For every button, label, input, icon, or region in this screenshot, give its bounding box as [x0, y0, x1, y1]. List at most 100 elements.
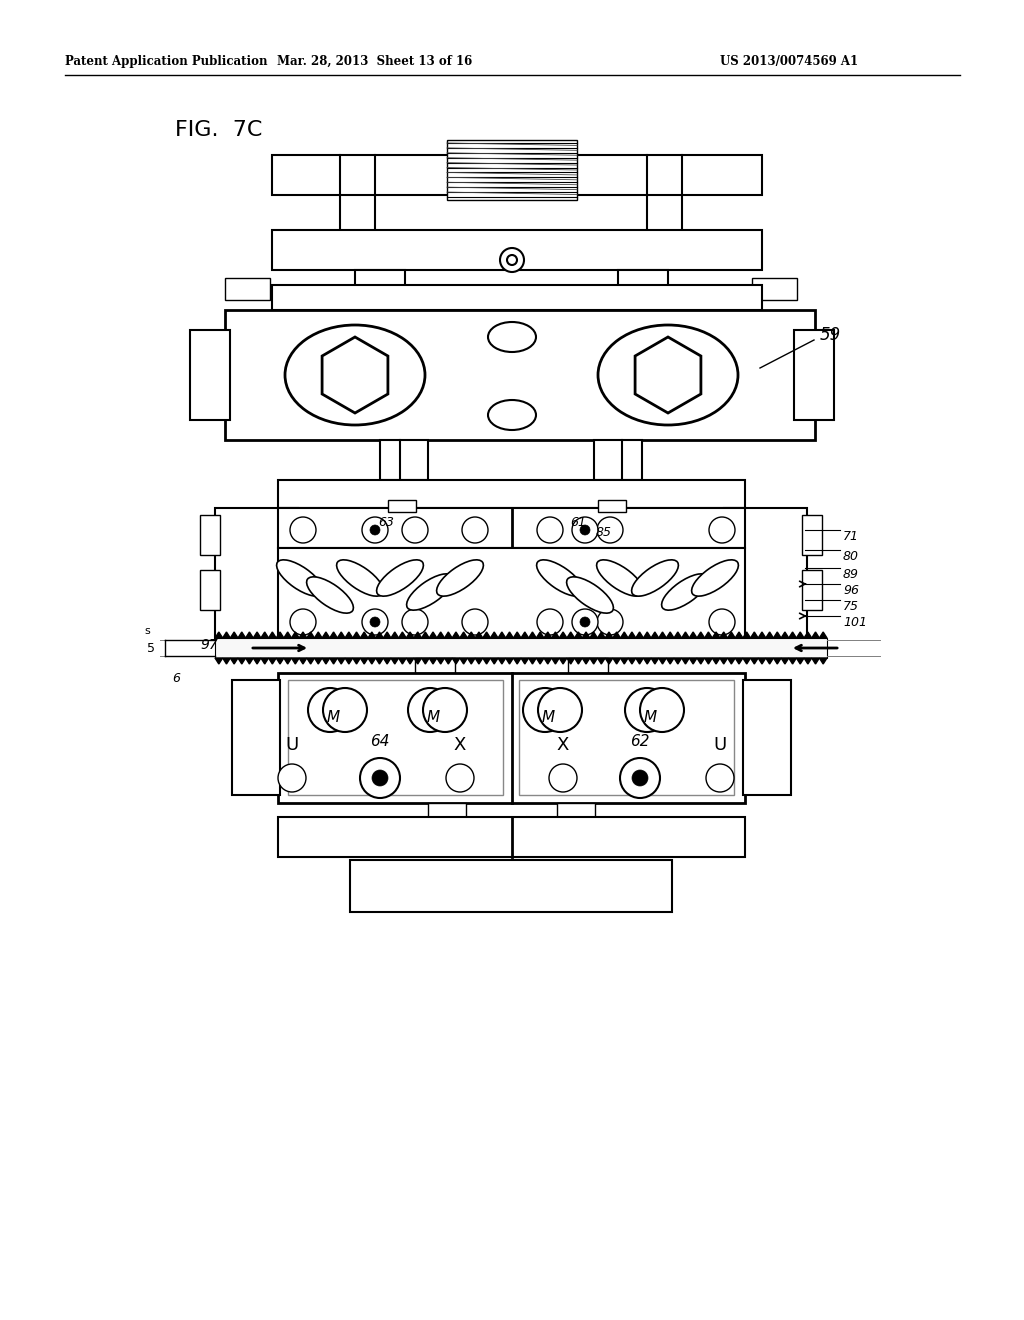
Text: 62: 62: [630, 734, 650, 750]
Bar: [278, 673, 745, 803]
Circle shape: [620, 758, 660, 799]
Polygon shape: [742, 657, 751, 664]
Polygon shape: [697, 632, 705, 638]
Polygon shape: [544, 632, 552, 638]
Polygon shape: [804, 657, 812, 664]
Polygon shape: [482, 657, 490, 664]
Bar: [794, 330, 834, 420]
Polygon shape: [246, 657, 253, 664]
Circle shape: [523, 688, 567, 733]
Polygon shape: [391, 657, 398, 664]
Polygon shape: [506, 632, 513, 638]
Polygon shape: [559, 657, 567, 664]
Polygon shape: [475, 632, 482, 638]
Polygon shape: [605, 632, 612, 638]
Ellipse shape: [597, 560, 643, 597]
Polygon shape: [697, 657, 705, 664]
Polygon shape: [574, 657, 583, 664]
Polygon shape: [689, 632, 697, 638]
Polygon shape: [658, 657, 667, 664]
Polygon shape: [612, 657, 621, 664]
Polygon shape: [727, 657, 735, 664]
Bar: [278, 480, 745, 508]
Circle shape: [640, 688, 684, 733]
Bar: [618, 271, 668, 308]
Polygon shape: [323, 337, 388, 413]
Polygon shape: [705, 657, 713, 664]
Text: U: U: [286, 737, 299, 754]
Polygon shape: [735, 657, 742, 664]
Circle shape: [446, 764, 474, 792]
Polygon shape: [773, 632, 781, 638]
Polygon shape: [352, 632, 360, 638]
Circle shape: [625, 688, 669, 733]
Polygon shape: [758, 657, 766, 664]
Polygon shape: [819, 632, 827, 638]
Polygon shape: [766, 632, 773, 638]
Polygon shape: [605, 657, 612, 664]
Circle shape: [572, 609, 598, 635]
Ellipse shape: [436, 560, 483, 597]
Polygon shape: [376, 657, 383, 664]
Circle shape: [290, 517, 316, 543]
Bar: [724, 508, 807, 638]
Ellipse shape: [337, 560, 383, 597]
Circle shape: [537, 517, 563, 543]
Text: 5: 5: [147, 642, 155, 655]
Bar: [200, 515, 220, 554]
Circle shape: [706, 764, 734, 792]
Circle shape: [402, 517, 428, 543]
Polygon shape: [498, 657, 506, 664]
Circle shape: [372, 770, 388, 785]
Polygon shape: [682, 657, 689, 664]
Bar: [272, 154, 762, 195]
Polygon shape: [674, 632, 682, 638]
Polygon shape: [583, 632, 590, 638]
Polygon shape: [720, 657, 727, 664]
Polygon shape: [429, 657, 437, 664]
Bar: [557, 803, 595, 817]
Text: 96: 96: [843, 583, 859, 597]
Text: 6: 6: [172, 672, 180, 685]
Polygon shape: [521, 657, 528, 664]
Bar: [190, 330, 230, 420]
Circle shape: [360, 758, 400, 799]
Polygon shape: [528, 632, 537, 638]
Bar: [568, 657, 608, 673]
Polygon shape: [583, 657, 590, 664]
Polygon shape: [819, 657, 827, 664]
Circle shape: [370, 525, 380, 535]
Polygon shape: [490, 632, 498, 638]
Polygon shape: [307, 632, 314, 638]
Text: 89: 89: [843, 568, 859, 581]
Polygon shape: [735, 632, 742, 638]
Bar: [225, 310, 815, 440]
Bar: [428, 803, 466, 817]
Polygon shape: [299, 657, 307, 664]
Bar: [752, 279, 797, 300]
Polygon shape: [559, 632, 567, 638]
Polygon shape: [636, 657, 643, 664]
Polygon shape: [238, 657, 246, 664]
Bar: [200, 570, 220, 610]
Polygon shape: [407, 632, 414, 638]
Polygon shape: [253, 657, 261, 664]
Bar: [380, 440, 428, 480]
Bar: [225, 279, 270, 300]
Ellipse shape: [488, 400, 536, 430]
Ellipse shape: [662, 574, 709, 610]
Polygon shape: [788, 632, 797, 638]
Polygon shape: [788, 657, 797, 664]
Polygon shape: [453, 632, 460, 638]
Bar: [215, 508, 298, 638]
Text: US 2013/0074569 A1: US 2013/0074569 A1: [720, 55, 858, 69]
Polygon shape: [383, 632, 391, 638]
Circle shape: [408, 688, 452, 733]
Ellipse shape: [407, 574, 454, 610]
Circle shape: [597, 609, 623, 635]
Text: U: U: [714, 737, 727, 754]
Bar: [802, 570, 822, 610]
Polygon shape: [537, 632, 544, 638]
Text: 59: 59: [820, 326, 842, 345]
Bar: [388, 500, 416, 512]
